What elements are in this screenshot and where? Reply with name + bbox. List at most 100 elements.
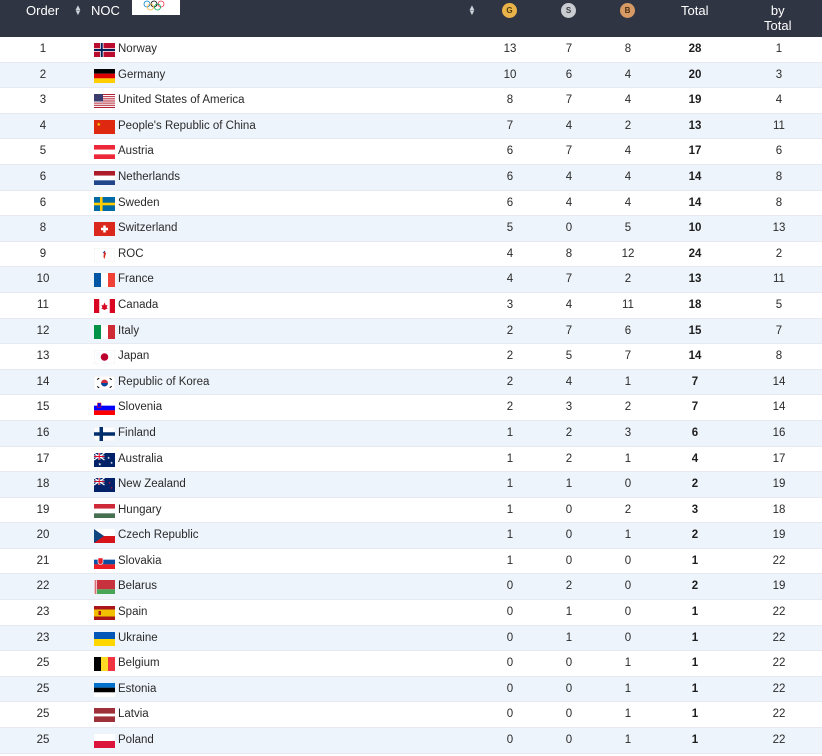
- country-name-link[interactable]: Canada: [118, 298, 159, 311]
- table-row[interactable]: 22 Belarus 0 2 0 2 19: [0, 574, 822, 601]
- gold-count-cell: 1: [506, 503, 514, 516]
- bronze-count-cell: 0: [624, 606, 632, 619]
- table-row[interactable]: 21 Slovakia 1 0 0 1 22: [0, 549, 822, 575]
- olympic-rings-icon: [132, 0, 180, 15]
- order-header-label: Order: [26, 3, 60, 18]
- flag-sweden-icon: [94, 196, 115, 211]
- bronze-count-cell: 7: [624, 350, 632, 363]
- country-name-link[interactable]: Republic of Korea: [118, 375, 210, 388]
- rank-by-total-cell: 16: [772, 426, 786, 439]
- country-name-link[interactable]: Estonia: [118, 682, 157, 695]
- bronze-count-cell: 3: [624, 426, 632, 439]
- silver-medal-icon[interactable]: S: [561, 3, 576, 18]
- country-name-link[interactable]: Italy: [118, 324, 140, 337]
- order-cell: 20: [36, 529, 50, 542]
- sort-arrows-icon[interactable]: ▲ ▼: [74, 3, 82, 17]
- gold-medal-icon[interactable]: G: [502, 3, 517, 18]
- table-row[interactable]: 23 Spain 0 1 0 1 22: [0, 600, 822, 626]
- country-name-link[interactable]: Slovenia: [118, 401, 163, 414]
- rank-by-total-cell: 1: [775, 43, 783, 55]
- rank-header-label-line1: by: [770, 3, 785, 18]
- column-header-order[interactable]: Order: [26, 3, 59, 40]
- country-name-link[interactable]: United States of America: [118, 94, 245, 107]
- table-row[interactable]: 1 Norway 13 7 8 28 1: [0, 37, 822, 63]
- gold-count-cell: 3: [506, 298, 514, 311]
- rank-by-total-cell: 22: [772, 631, 786, 644]
- table-row[interactable]: 9 ROC 4 8 12 24 2: [0, 242, 822, 268]
- table-row[interactable]: 14 Republic of Korea 2 4 1 7 14: [0, 369, 822, 396]
- country-name-link[interactable]: France: [118, 273, 154, 286]
- silver-count-cell: 6: [565, 68, 573, 81]
- total-count-cell: 7: [691, 401, 699, 414]
- silver-count-cell: 5: [565, 350, 573, 363]
- bronze-count-cell: 0: [624, 631, 632, 644]
- table-row[interactable]: 25 Estonia 0 0 1 1 22: [0, 676, 822, 703]
- table-row[interactable]: 20 Czech Republic 1 0 1 2 19: [0, 523, 822, 549]
- rank-by-total-cell: 22: [772, 606, 786, 619]
- total-count-cell: 4: [691, 452, 699, 465]
- country-name-link[interactable]: ROC: [118, 247, 144, 260]
- sort-arrows-icon[interactable]: ▲ ▼: [468, 3, 476, 17]
- table-row[interactable]: 17 ★ ★ ★ Australia 1 2 1 4 17: [0, 447, 822, 473]
- gold-count-cell: 6: [506, 196, 514, 209]
- country-name-link[interactable]: Finland: [118, 426, 156, 439]
- country-name-link[interactable]: Spain: [118, 606, 148, 619]
- table-row[interactable]: 8 Switzerland 5 0 5 10 13: [0, 216, 822, 242]
- bronze-count-cell: 1: [624, 734, 632, 747]
- table-row[interactable]: 3 United States of America 8 7 4 19 4: [0, 88, 822, 114]
- silver-count-cell: 7: [565, 43, 573, 55]
- country-name-link[interactable]: Ukraine: [118, 631, 158, 644]
- country-name-link[interactable]: Czech Republic: [118, 529, 199, 542]
- flag-latvia-icon: [94, 708, 115, 723]
- order-cell: 1: [39, 43, 47, 55]
- table-row[interactable]: 15 Slovenia 2 3 2 7 14: [0, 395, 822, 421]
- table-row[interactable]: 25 Poland 0 0 1 1 22: [0, 728, 822, 754]
- table-row[interactable]: 19 Hungary 1 0 2 3 18: [0, 498, 822, 524]
- country-name-link[interactable]: Netherlands: [118, 170, 181, 183]
- rank-by-total-cell: 2: [775, 247, 783, 260]
- country-name-link[interactable]: Poland: [118, 734, 154, 747]
- flag-czech-icon: [94, 529, 115, 544]
- country-name-link[interactable]: People's Republic of China: [118, 119, 256, 132]
- country-name-link[interactable]: Japan: [118, 350, 150, 363]
- table-row[interactable]: 25 Latvia 0 0 1 1 22: [0, 702, 822, 729]
- table-row[interactable]: 25 Belgium 0 0 1 1 22: [0, 651, 822, 677]
- table-row[interactable]: 23 Ukraine 0 1 0 1 22: [0, 625, 822, 652]
- country-name-link[interactable]: Slovakia: [118, 554, 162, 567]
- silver-count-cell: 0: [565, 657, 573, 670]
- bronze-count-cell: 1: [624, 708, 632, 721]
- country-name-link[interactable]: Sweden: [118, 196, 160, 209]
- rank-by-total-cell: 19: [772, 580, 786, 593]
- table-row[interactable]: 5 Austria 6 7 4 17 6: [0, 139, 822, 165]
- table-row[interactable]: 10 France 4 7 2 13 11: [0, 267, 822, 293]
- country-name-link[interactable]: Germany: [118, 68, 166, 81]
- table-row[interactable]: 16 Finland 1 2 3 6 16: [0, 420, 822, 447]
- country-name-link[interactable]: Norway: [118, 43, 157, 55]
- country-name-link[interactable]: Belarus: [118, 580, 157, 593]
- country-name-link[interactable]: Belgium: [118, 657, 160, 670]
- bronze-medal-icon[interactable]: B: [620, 3, 635, 18]
- column-header-rank-by-total[interactable]: by Total: [764, 3, 791, 40]
- country-name-link[interactable]: Australia: [118, 452, 163, 465]
- table-row[interactable]: 6 Sweden 6 4 4 14 8: [0, 191, 822, 217]
- gold-count-cell: 0: [506, 606, 514, 619]
- table-row[interactable]: 11 Canada 3 4 11 18 5: [0, 293, 822, 319]
- country-name-link[interactable]: Switzerland: [118, 222, 178, 235]
- column-header-noc[interactable]: NOC: [91, 3, 120, 40]
- silver-count-cell: 1: [565, 606, 573, 619]
- column-header-total[interactable]: Total: [681, 3, 708, 40]
- gold-count-cell: 2: [506, 324, 514, 337]
- table-row[interactable]: 18 ★ ★ New Zealand 1 1 0 2 19: [0, 472, 822, 498]
- country-name-link[interactable]: Hungary: [118, 503, 162, 516]
- country-name-link[interactable]: Austria: [118, 145, 154, 158]
- table-row[interactable]: 6 Netherlands 6 4 4 14 8: [0, 164, 822, 191]
- table-row[interactable]: 2 Germany 10 6 4 20 3: [0, 62, 822, 89]
- country-name-link[interactable]: Latvia: [118, 708, 149, 721]
- bronze-count-cell: 4: [624, 94, 632, 107]
- bronze-count-cell: 2: [624, 401, 632, 414]
- table-row[interactable]: 13 Japan 2 5 7 14 8: [0, 344, 822, 370]
- country-name-link[interactable]: New Zealand: [118, 478, 186, 491]
- table-row[interactable]: 4 ★ People's Republic of China 7 4 2 13 11: [0, 113, 822, 140]
- table-row[interactable]: 12 Italy 2 7 6 15 7: [0, 318, 822, 345]
